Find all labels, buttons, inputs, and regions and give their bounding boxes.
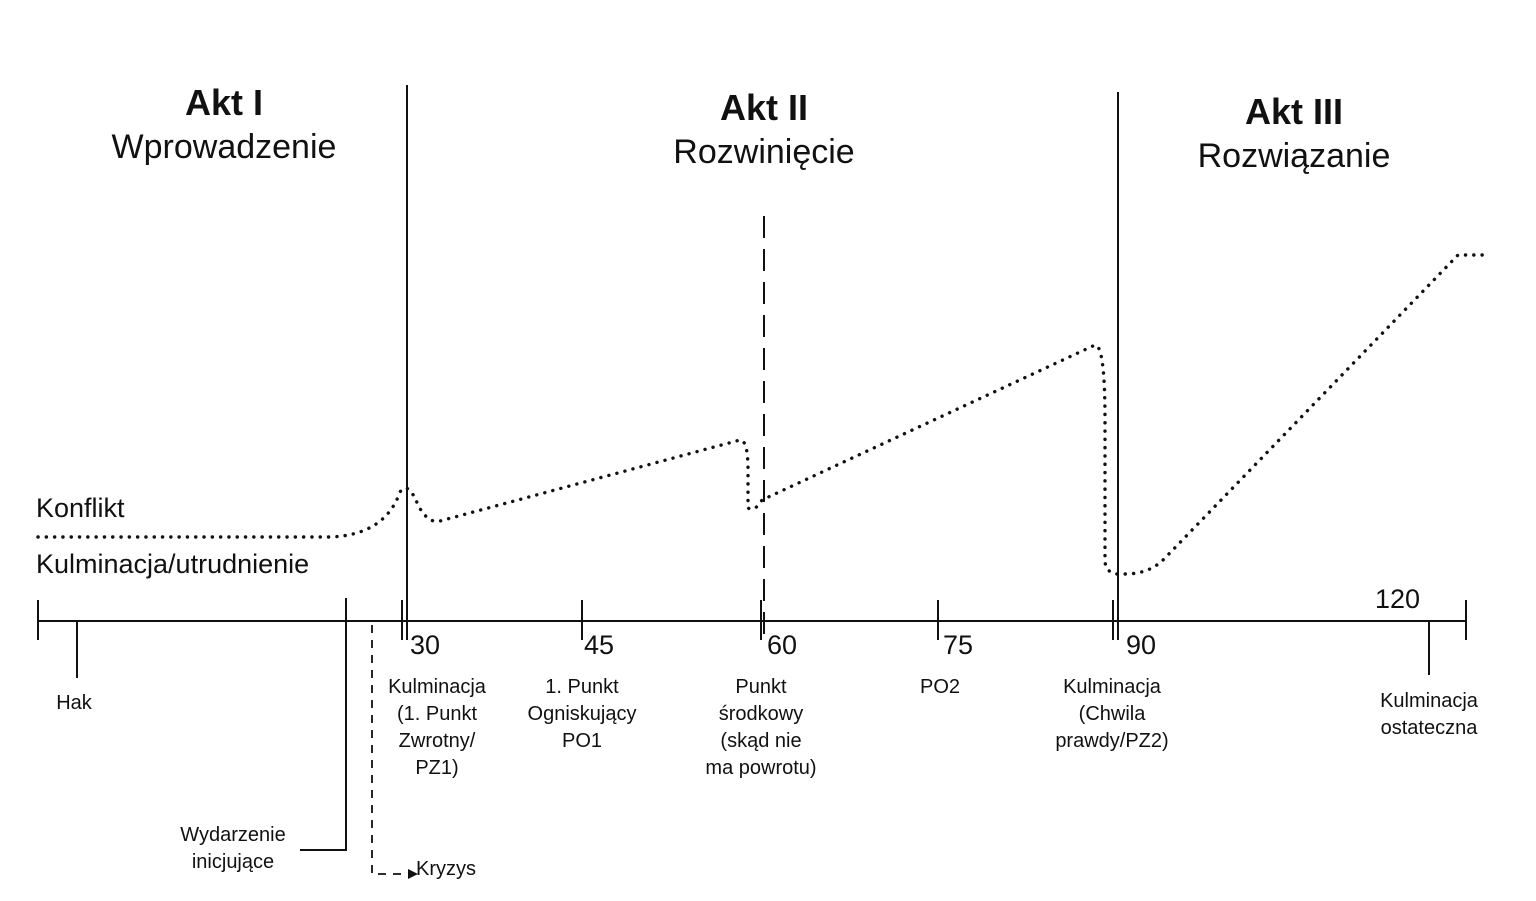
act3-subtitle: Rozwiązanie — [1197, 137, 1391, 175]
act2-subtitle: Rozwinięcie — [673, 133, 855, 171]
inciting-event-label: Wydarzenie inicjujące — [180, 824, 286, 873]
po1-label: 1. Punkt Ogniskujący PO1 — [527, 676, 637, 752]
conflict-label: Konflikt — [36, 493, 125, 523]
minute-45: 45 — [584, 630, 615, 660]
crisis-dashed-bracket — [371, 625, 412, 875]
final-culmination-label: Kulminacja ostateczna — [1380, 690, 1478, 739]
minute-120: 120 — [1375, 584, 1421, 614]
minute-90: 90 — [1126, 630, 1157, 660]
culmination-label: Kulminacja/utrudnienie — [36, 549, 310, 579]
inciting-event-bracket — [300, 598, 347, 851]
midpoint-label: Punkt środkowy (skąd nie ma powrotu) — [705, 676, 817, 779]
hook-label: Hak — [56, 692, 92, 714]
crisis-label: Kryzys — [416, 858, 476, 880]
act1-title: Akt I — [184, 82, 263, 123]
tension-curve — [36, 253, 1488, 576]
act2-title: Akt II — [719, 87, 808, 128]
po2-label: PO2 — [919, 676, 961, 698]
minute-30: 30 — [410, 630, 441, 660]
pz1-label: Kulminacja (1. Punkt Zwrotny/ PZ1) — [388, 676, 486, 779]
pz2-label: Kulminacja (Chwila prawdy/PZ2) — [1055, 676, 1169, 752]
minute-75: 75 — [943, 630, 974, 660]
crisis-arrowhead — [408, 869, 418, 879]
minute-60: 60 — [767, 630, 798, 660]
act3-title: Akt III — [1244, 91, 1343, 132]
act1-subtitle: Wprowadzenie — [111, 128, 337, 166]
